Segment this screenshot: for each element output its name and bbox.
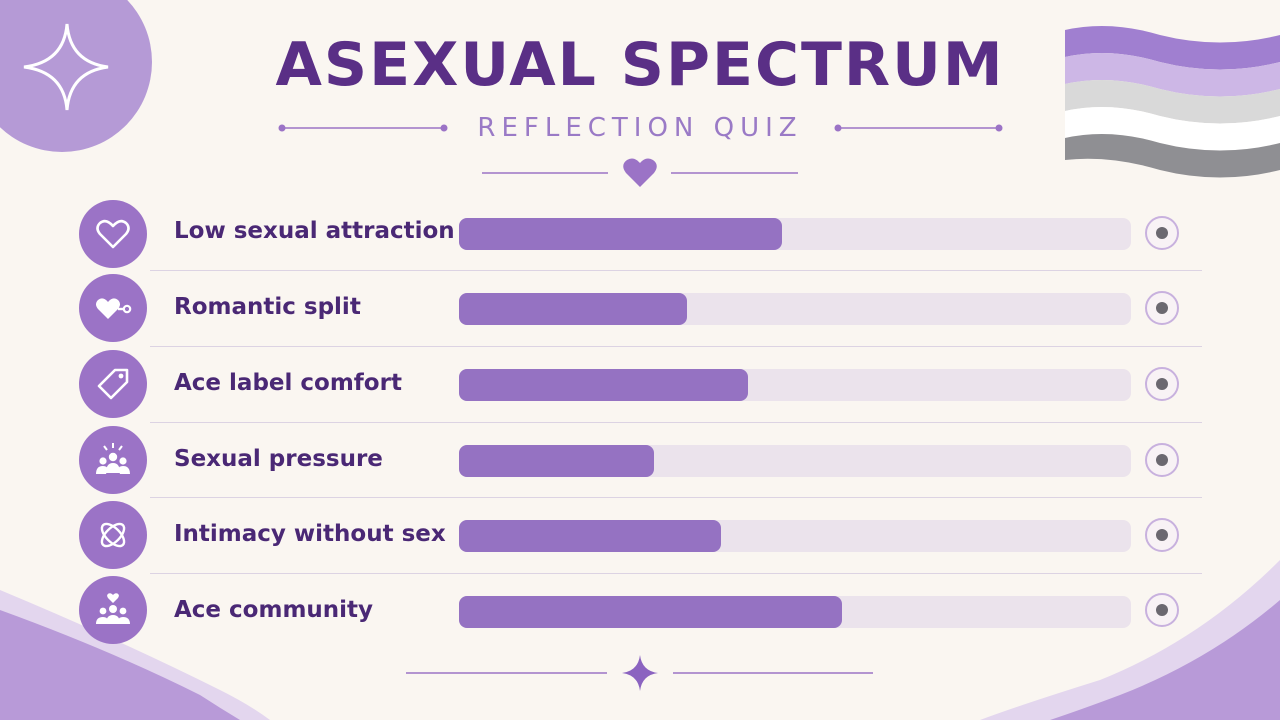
heart-divider [482, 159, 798, 187]
row-label: Romantic split [174, 294, 361, 320]
select-radio[interactable] [1145, 443, 1179, 477]
slider-fill [459, 218, 782, 250]
intertwined-rings-icon [79, 501, 147, 569]
row-label: Sexual pressure [174, 446, 383, 472]
quiz-row: Low sexual attraction [0, 196, 1280, 272]
slider-fill [459, 445, 654, 477]
quiz-row: Ace label comfort [0, 348, 1280, 424]
heart-outline-icon [79, 200, 147, 268]
select-radio[interactable] [1145, 593, 1179, 627]
quiz-row: Ace community [0, 575, 1280, 651]
radio-dot [1156, 378, 1168, 390]
bottom-sparkle-divider [406, 655, 873, 691]
select-radio[interactable] [1145, 291, 1179, 325]
radio-dot [1156, 227, 1168, 239]
slider-track[interactable] [459, 218, 1131, 250]
quiz-row: Intimacy without sex [0, 499, 1280, 575]
row-divider [150, 346, 1202, 347]
row-divider [150, 573, 1202, 574]
row-divider [150, 422, 1202, 423]
quiz-row: Sexual pressure [0, 424, 1280, 500]
group-pressure-icon [79, 426, 147, 494]
slider-track[interactable] [459, 445, 1131, 477]
community-heart-icon [79, 576, 147, 644]
slider-fill [459, 596, 842, 628]
radio-dot [1156, 529, 1168, 541]
heart-icon [623, 159, 657, 187]
row-label: Low sexual attraction [174, 218, 455, 244]
sparkle-icon [622, 655, 658, 691]
row-label: Ace community [174, 597, 373, 623]
radio-dot [1156, 604, 1168, 616]
select-radio[interactable] [1145, 216, 1179, 250]
select-radio[interactable] [1145, 367, 1179, 401]
slider-fill [459, 293, 687, 325]
row-divider [150, 497, 1202, 498]
slider-track[interactable] [459, 520, 1131, 552]
slider-track[interactable] [459, 369, 1131, 401]
tag-icon [79, 350, 147, 418]
page-title: ASEXUAL SPECTRUM [0, 30, 1280, 100]
radio-dot [1156, 302, 1168, 314]
page-subtitle: REFLECTION QUIZ [0, 113, 1280, 143]
select-radio[interactable] [1145, 518, 1179, 552]
row-label: Intimacy without sex [174, 521, 446, 547]
quiz-row: Romantic split [0, 272, 1280, 348]
slider-track[interactable] [459, 293, 1131, 325]
heart-key-icon [79, 274, 147, 342]
slider-fill [459, 520, 721, 552]
radio-dot [1156, 454, 1168, 466]
row-divider [150, 270, 1202, 271]
slider-fill [459, 369, 748, 401]
row-label: Ace label comfort [174, 370, 402, 396]
slider-track[interactable] [459, 596, 1131, 628]
